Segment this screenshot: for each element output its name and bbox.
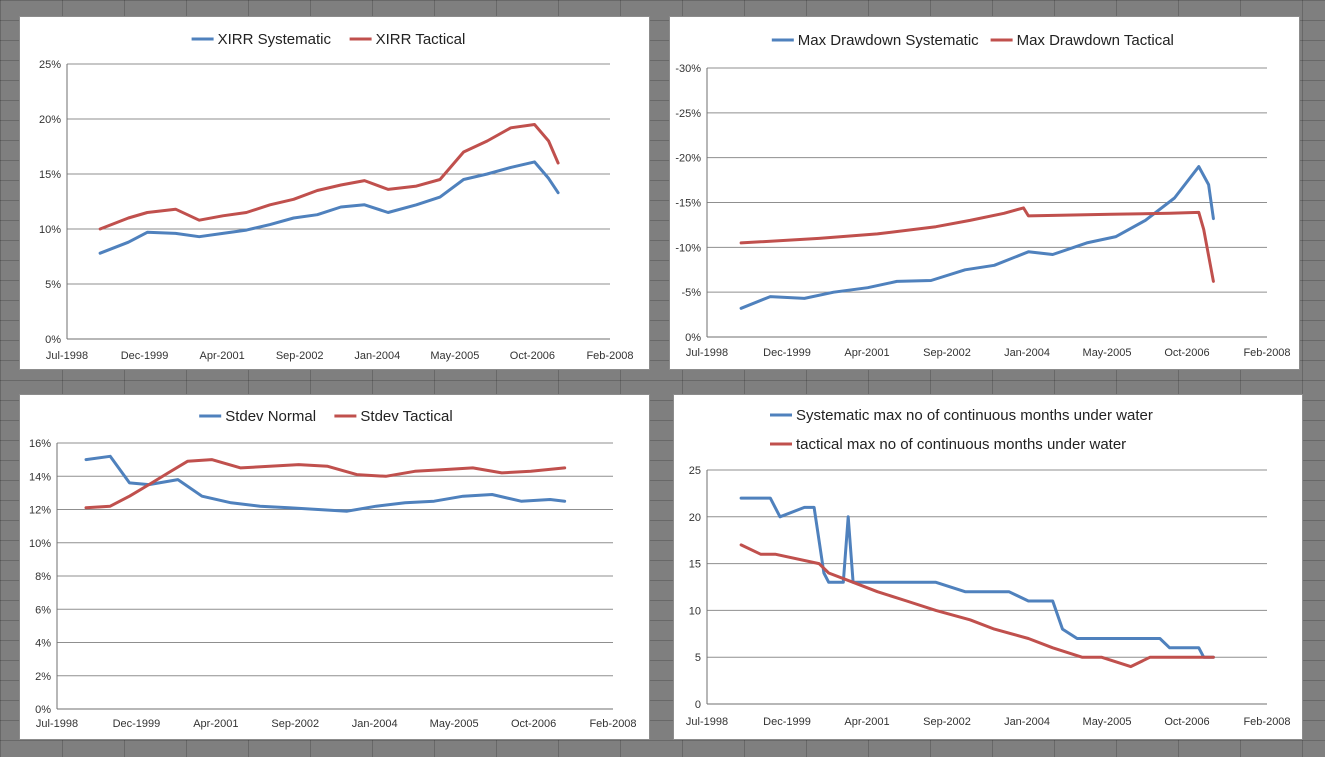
y-tick-label: 10% <box>39 224 61 236</box>
series-line-1 <box>84 454 567 513</box>
x-tick-label: Sep-2002 <box>271 718 319 730</box>
x-tick-label: Apr-2001 <box>193 718 238 730</box>
x-tick-label: Dec-1999 <box>763 716 811 728</box>
y-tick-label: 6% <box>35 604 51 616</box>
legend-label: XIRR Tactical <box>376 31 466 48</box>
y-tick-label: 25 <box>689 465 701 477</box>
max-drawdown-chart-svg: 0% -5% -10% -15% -20% -25% -30% Jul-1998 Dec-199… <box>675 32 1290 359</box>
y-tick-label: 0% <box>45 334 61 346</box>
x-tick-label: Oct-2006 <box>1164 716 1209 728</box>
x-tick-label: Dec-1999 <box>121 350 169 362</box>
y-tick-label: 8% <box>35 571 51 583</box>
y-tick-label: 10 <box>689 605 701 617</box>
x-tick-label: May-2005 <box>1083 716 1132 728</box>
x-tick-label: Feb-2008 <box>589 718 636 730</box>
stdev-chart: 0% 2% 4% 6% 8% 10% 12% 14% 16% Jul-1998 Dec-1999 Ap… <box>19 394 650 740</box>
y-tick-label: -20% <box>675 153 701 165</box>
legend: Stdev Normal Stdev Tactical <box>199 408 453 425</box>
series-line-1 <box>98 160 560 255</box>
x-tick-label: Jan-2004 <box>352 718 398 730</box>
legend-label: Max Drawdown Tactical <box>1017 32 1174 49</box>
xirr-chart: 0% 5% 10% 15% 20% 25% Jul-1998 Dec-1999 Apr-2001… <box>19 16 650 370</box>
y-tick-label: 25% <box>39 59 61 71</box>
y-tick-label: 0% <box>35 704 51 716</box>
y-tick-label: 14% <box>29 471 51 483</box>
y-tick-label: 0 <box>695 699 701 711</box>
x-tick-label: Jul-1998 <box>686 716 728 728</box>
y-tick-label: 2% <box>35 671 51 683</box>
y-tick-label: 15 <box>689 559 701 571</box>
x-tick-label: May-2005 <box>430 350 479 362</box>
x-tick-label: Feb-2008 <box>1243 716 1290 728</box>
x-tick-label: Jul-1998 <box>36 718 78 730</box>
x-tick-label: May-2005 <box>1083 347 1132 359</box>
x-tick-label: Apr-2001 <box>844 347 889 359</box>
series-line-2 <box>739 543 1215 669</box>
x-tick-label: Apr-2001 <box>844 716 889 728</box>
y-tick-label: 15% <box>39 169 61 181</box>
x-tick-label: May-2005 <box>430 718 479 730</box>
xirr-chart-svg: 0% 5% 10% 15% 20% 25% Jul-1998 Dec-1999 Apr-2001… <box>39 31 634 362</box>
y-tick-label: 12% <box>29 505 51 517</box>
months-under-water-chart-svg: 0 5 10 15 20 25 Jul-1998 Dec-1999 Apr-2001 Sep-20… <box>686 407 1291 728</box>
legend: Systematic max no of continuous months u… <box>770 407 1153 453</box>
stdev-chart-svg: 0% 2% 4% 6% 8% 10% 12% 14% 16% Jul-1998 Dec-1999 Ap… <box>29 408 637 730</box>
x-tick-label: Jul-1998 <box>686 347 728 359</box>
x-tick-label: Sep-2002 <box>923 716 971 728</box>
x-tick-label: Oct-2006 <box>1164 347 1209 359</box>
x-tick-label: Sep-2002 <box>276 350 324 362</box>
legend: Max Drawdown Systematic Max Drawdown Tact… <box>771 32 1174 49</box>
x-tick-label: Oct-2006 <box>510 350 555 362</box>
y-tick-label: -10% <box>675 242 701 254</box>
x-tick-label: Jan-2004 <box>1004 347 1050 359</box>
legend-label: Max Drawdown Systematic <box>798 32 979 49</box>
y-tick-label: -25% <box>675 108 701 120</box>
y-tick-label: 16% <box>29 438 51 450</box>
y-tick-label: 5% <box>45 279 61 291</box>
y-tick-label: -15% <box>675 198 701 210</box>
x-tick-label: Dec-1999 <box>113 718 161 730</box>
y-tick-label: 5 <box>695 652 701 664</box>
y-tick-label: -30% <box>675 63 701 75</box>
x-tick-label: Jan-2004 <box>354 350 400 362</box>
legend: XIRR Systematic XIRR Tactical <box>191 31 466 48</box>
series-line-2 <box>98 123 560 231</box>
x-tick-label: Feb-2008 <box>1243 347 1290 359</box>
months-under-water-chart: 0 5 10 15 20 25 Jul-1998 Dec-1999 Apr-2001 Sep-20… <box>673 394 1303 740</box>
series-line-2 <box>84 458 567 510</box>
legend-label: Stdev Tactical <box>360 408 452 425</box>
legend-label: Stdev Normal <box>225 408 316 425</box>
legend-label: tactical max no of continuous months und… <box>796 436 1126 453</box>
y-tick-label: 4% <box>35 638 51 650</box>
x-tick-label: Feb-2008 <box>586 350 633 362</box>
series-line-1 <box>739 165 1215 310</box>
x-tick-label: Oct-2006 <box>511 718 556 730</box>
legend-label: Systematic max no of continuous months u… <box>796 407 1153 424</box>
series-line-2 <box>739 206 1215 283</box>
y-tick-label: 0% <box>685 332 701 344</box>
max-drawdown-chart: 0% -5% -10% -15% -20% -25% -30% Jul-1998 Dec-199… <box>669 16 1300 370</box>
x-tick-label: Jan-2004 <box>1004 716 1050 728</box>
y-tick-label: -5% <box>681 287 701 299</box>
y-tick-label: 20 <box>689 512 701 524</box>
series-line-1 <box>739 496 1215 659</box>
x-tick-label: Jul-1998 <box>46 350 88 362</box>
x-tick-label: Dec-1999 <box>763 347 811 359</box>
x-tick-label: Sep-2002 <box>923 347 971 359</box>
y-tick-label: 20% <box>39 114 61 126</box>
legend-label: XIRR Systematic <box>218 31 332 48</box>
x-tick-label: Apr-2001 <box>200 350 245 362</box>
y-tick-label: 10% <box>29 538 51 550</box>
